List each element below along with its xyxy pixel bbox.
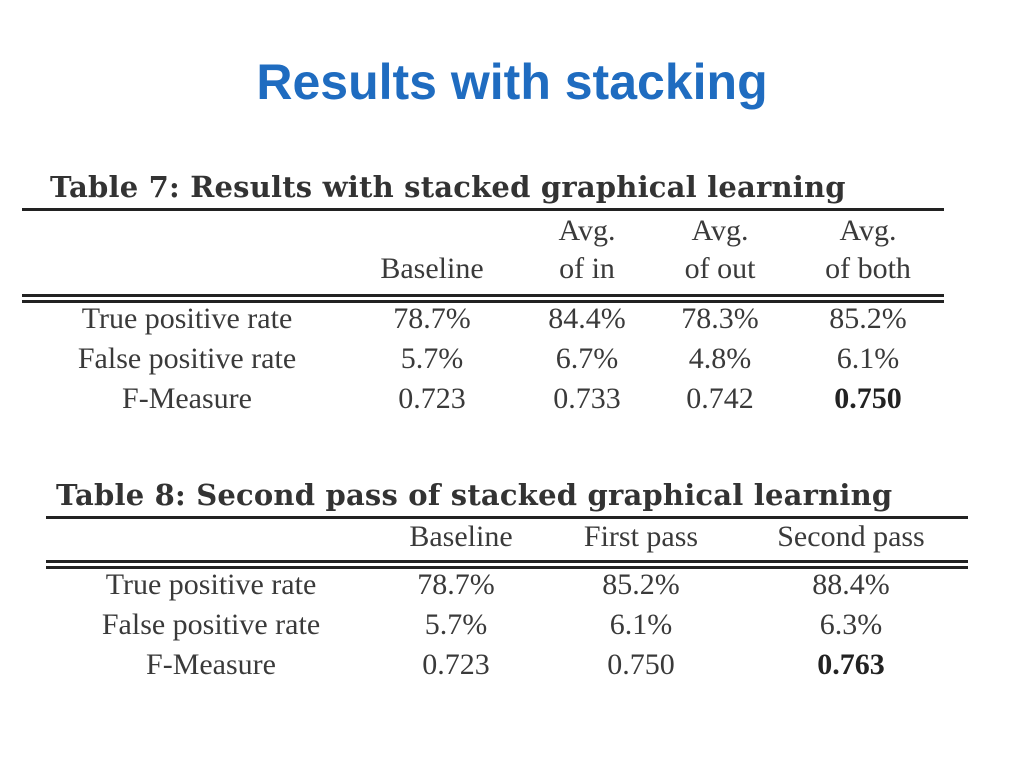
table-8-mid-rule-2 (46, 566, 968, 569)
table-7-cell: 84.4% (548, 302, 626, 335)
table-7-header-of-both: of both (825, 252, 911, 285)
table-7-header-avg-in: Avg. (558, 214, 616, 247)
table-7-cell: 85.2% (829, 302, 907, 335)
table-7: Table 7: Results with stacked graphical … (22, 170, 944, 420)
table-8-cell: 85.2% (602, 568, 680, 601)
table-8: Table 8: Second pass of stacked graphica… (46, 478, 968, 698)
table-8-cell: 6.3% (819, 608, 883, 641)
table-7-top-rule (22, 208, 944, 211)
table-7-cell: 78.7% (393, 302, 471, 335)
table-7-cell: 0.742 (686, 382, 754, 415)
table-8-cell: 0.723 (422, 648, 490, 681)
table-7-cell: 78.3% (681, 302, 759, 335)
table-8-header-baseline: Baseline (409, 520, 513, 553)
table-7-cell: 6.7% (555, 342, 619, 375)
table-8-row-label: False positive rate (101, 608, 321, 641)
table-8-row-label: True positive rate (105, 568, 317, 601)
table-8-cell: 6.1% (609, 608, 673, 641)
table-8-cell: 88.4% (812, 568, 890, 601)
table-7-row-label: F-Measure (122, 382, 252, 415)
table-8-top-rule (46, 516, 968, 519)
table-8-best-cell: 0.763 (817, 648, 885, 681)
table-8-header-first-pass: First pass (583, 520, 699, 553)
table-7-row-label: False positive rate (77, 342, 297, 375)
table-8-cell: 78.7% (417, 568, 495, 601)
table-7-cell: 0.723 (398, 382, 466, 415)
table-7-header-avg-both: Avg. (839, 214, 897, 247)
table-7-cell: 4.8% (688, 342, 752, 375)
table-8-header-second-pass: Second pass (777, 520, 925, 553)
table-7-cell: 0.733 (553, 382, 621, 415)
table-8-caption: Table 8: Second pass of stacked graphica… (56, 478, 893, 512)
table-7-cell: 5.7% (400, 342, 464, 375)
slide-title: Results with stacking (256, 54, 768, 110)
table-7-header-of-in: of in (559, 252, 615, 285)
table-8-row-label: F-Measure (146, 648, 276, 681)
table-7-header-baseline: Baseline (380, 252, 484, 285)
table-8-cell: 5.7% (424, 608, 488, 641)
table-7-mid-rule-1 (22, 294, 944, 297)
table-7-caption: Table 7: Results with stacked graphical … (50, 170, 846, 204)
table-8-mid-rule-1 (46, 560, 968, 563)
table-7-header-of-out: of out (684, 252, 756, 285)
table-7-mid-rule-2 (22, 300, 944, 303)
table-7-cell: 6.1% (836, 342, 900, 375)
table-8-cell: 0.750 (607, 648, 675, 681)
table-7-header-avg-out: Avg. (691, 214, 749, 247)
table-7-row-label: True positive rate (81, 302, 293, 335)
table-7-best-cell: 0.750 (834, 382, 902, 415)
